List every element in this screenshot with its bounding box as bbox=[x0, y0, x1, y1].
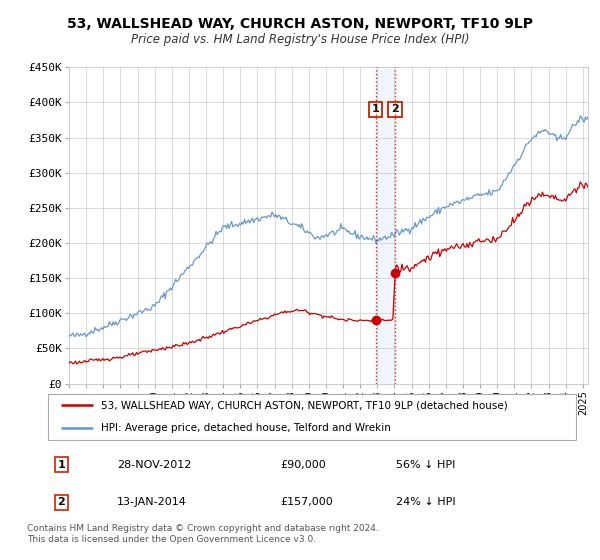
Text: 2: 2 bbox=[58, 497, 65, 507]
Text: HPI: Average price, detached house, Telford and Wrekin: HPI: Average price, detached house, Telf… bbox=[101, 423, 391, 433]
Text: 2: 2 bbox=[391, 104, 399, 114]
Text: Contains HM Land Registry data © Crown copyright and database right 2024.
This d: Contains HM Land Registry data © Crown c… bbox=[27, 524, 379, 544]
Text: 56% ↓ HPI: 56% ↓ HPI bbox=[397, 460, 456, 470]
Text: Price paid vs. HM Land Registry's House Price Index (HPI): Price paid vs. HM Land Registry's House … bbox=[131, 32, 469, 46]
Text: 53, WALLSHEAD WAY, CHURCH ASTON, NEWPORT, TF10 9LP: 53, WALLSHEAD WAY, CHURCH ASTON, NEWPORT… bbox=[67, 16, 533, 30]
Bar bbox=[376, 67, 395, 384]
Text: 1: 1 bbox=[58, 460, 65, 470]
Text: 53, WALLSHEAD WAY, CHURCH ASTON, NEWPORT, TF10 9LP (detached house): 53, WALLSHEAD WAY, CHURCH ASTON, NEWPORT… bbox=[101, 400, 508, 410]
Text: £157,000: £157,000 bbox=[280, 497, 333, 507]
Text: 13-JAN-2014: 13-JAN-2014 bbox=[116, 497, 187, 507]
Text: 24% ↓ HPI: 24% ↓ HPI bbox=[397, 497, 456, 507]
Text: 1: 1 bbox=[372, 104, 380, 114]
Text: £90,000: £90,000 bbox=[280, 460, 326, 470]
Text: 28-NOV-2012: 28-NOV-2012 bbox=[116, 460, 191, 470]
